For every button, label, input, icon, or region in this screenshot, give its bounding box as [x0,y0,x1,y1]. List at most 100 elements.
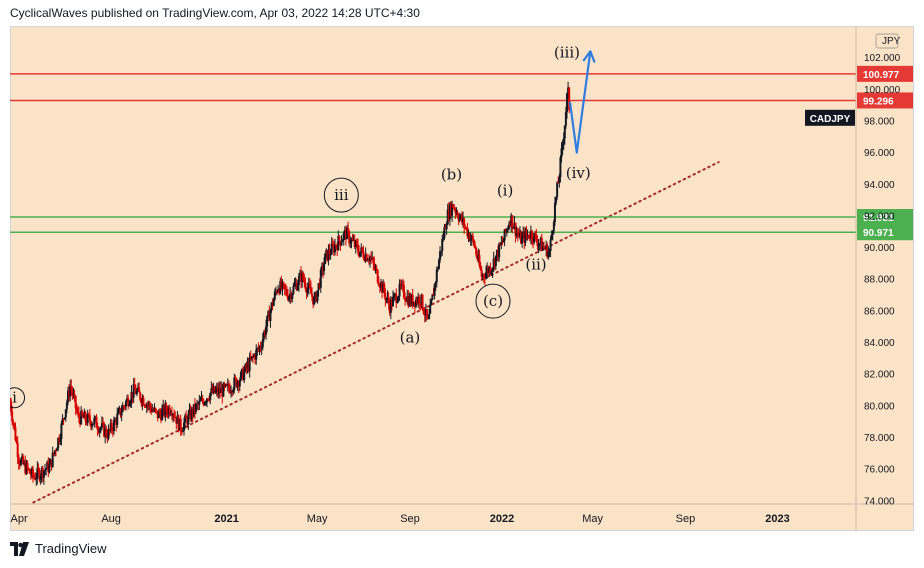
candle-body [160,413,163,421]
candle-body [179,418,182,432]
candle-body [222,383,225,397]
candle-body [300,272,303,283]
tradingview-logo-icon [10,541,29,556]
candle-body [256,348,259,350]
candle-body [547,251,550,258]
candle-body [374,268,377,270]
candle-body [411,294,414,306]
candle-body [459,214,462,218]
candle-body [423,313,426,316]
candle-body [379,282,382,288]
candle-body [147,403,150,405]
candle-body [402,285,405,298]
candle-body [440,251,443,253]
candle-body [344,230,347,240]
candle-body [77,413,80,419]
wave-label: (a) [400,329,421,347]
candle-body [397,296,400,301]
candle-body [280,281,283,289]
candle-body [532,239,535,243]
candle-body [468,233,471,241]
footer-brand: TradingView [35,541,107,556]
candle-body [263,332,266,335]
candle-body [460,214,463,222]
candle-body [197,403,200,405]
candle-body [178,418,181,431]
candle-body [214,390,217,393]
candle-body [208,399,211,401]
candle-body [70,386,73,390]
candle-body [19,459,22,466]
candle-body [58,437,61,442]
candle-body [305,288,308,293]
candle-body [127,398,130,407]
candle-body [492,258,495,269]
y-tick-label: 94.000 [864,180,895,191]
candle-body [242,368,245,381]
candle-body [343,230,346,234]
candle-body [339,241,342,246]
candle-body [169,413,172,415]
candle-body [276,291,279,293]
candle-body [553,202,556,222]
candle-body [567,87,570,94]
candle-body [85,420,88,424]
wave-label-circle [323,177,359,213]
candle-body [523,232,526,243]
candle-body [56,448,59,451]
candle-body [237,381,240,387]
candle-body [59,438,62,442]
candle-body [142,397,145,406]
candle-layer [10,81,571,486]
candle-body [369,256,372,261]
candle-body [108,429,111,431]
candle-body [250,356,253,360]
candle-body [526,234,529,236]
candle-body [52,452,55,454]
candle-body [249,357,252,360]
candle-body [401,283,404,286]
candle-body [490,271,493,274]
candle-body [514,222,517,236]
candle-body [27,468,30,470]
level-price-tag [857,92,913,109]
candle-body [489,267,492,274]
candle-body [498,243,501,258]
y-tick-label: 102.000 [864,53,901,64]
candle-body [382,284,385,293]
candle-body [488,267,491,273]
candle-body [228,388,231,393]
candle-body [390,300,393,307]
candle-body [291,293,294,299]
candle-body [467,233,470,237]
candle-body [271,302,274,306]
candle-body [421,294,424,310]
candle-body [239,372,242,381]
candle-body [510,215,513,226]
candle-body [347,228,350,232]
candle-body [95,416,98,428]
candle-body [511,215,514,229]
candle-body [193,404,196,412]
candle-body [472,239,475,246]
candle-body [352,239,355,241]
candle-body [395,294,398,303]
candle-body [539,238,542,244]
candle-body [37,467,40,471]
candle-body [306,288,309,293]
candle-body [44,469,47,471]
candle-body [18,463,21,466]
candle-body [121,406,124,412]
candle-body [346,228,349,240]
projection-layer [568,50,596,154]
candle-body [435,269,438,283]
candle-body [154,408,157,411]
candle-body [449,204,452,216]
candle-body [470,235,473,239]
candle-body [51,452,54,467]
candle-body [451,204,454,216]
candle-body [50,459,53,467]
level-price-label: 99.296 [863,96,894,107]
candle-body [387,297,390,305]
